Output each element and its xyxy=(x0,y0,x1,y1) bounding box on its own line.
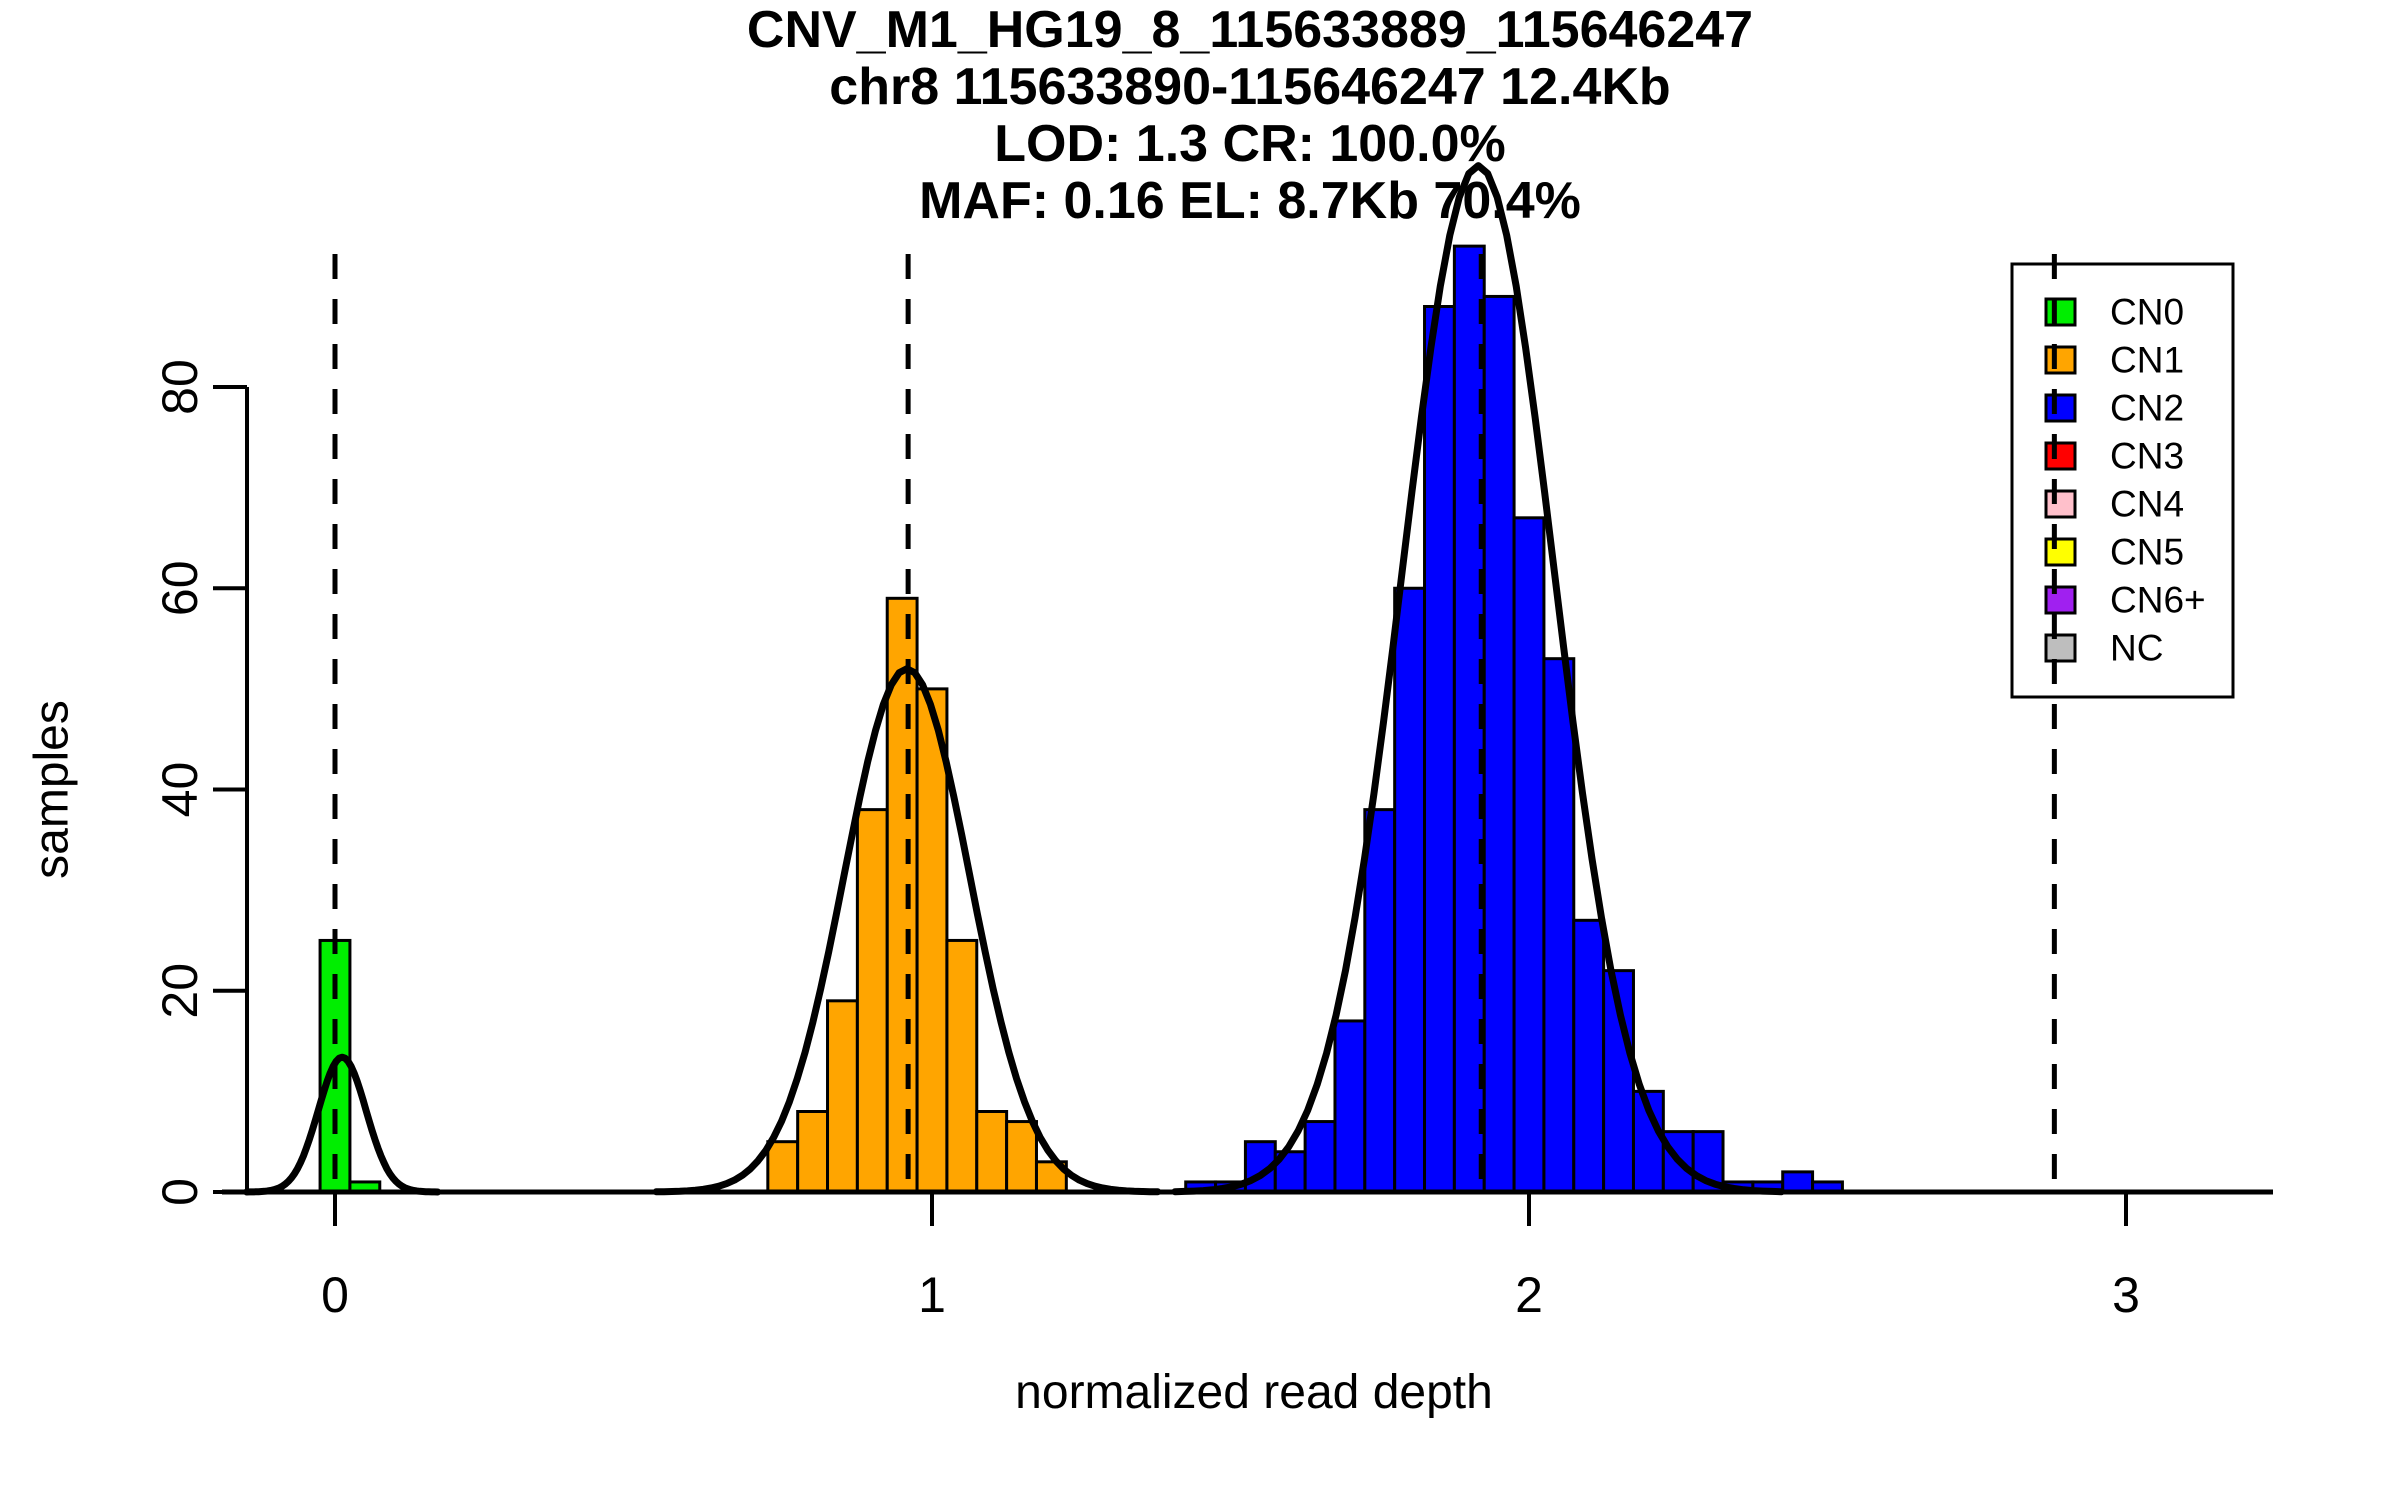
hist-bar-cn2-11 xyxy=(1512,516,1546,1194)
legend-label-cn3: CN3 xyxy=(2110,436,2184,477)
legend-label-cn0: CN0 xyxy=(2110,292,2184,333)
legend-swatch-nc xyxy=(2044,633,2077,663)
chart-title-block: CNV_M1_HG19_8_115633889_115646247 chr8 1… xyxy=(100,2,2400,230)
hist-bar-cn2-6 xyxy=(1363,808,1397,1194)
hist-bar-cn2-10 xyxy=(1482,294,1516,1194)
hist-bar-cn2-7 xyxy=(1393,586,1427,1194)
legend-swatch-cn0 xyxy=(2044,297,2077,327)
y-tick-label-80: 80 xyxy=(152,359,208,415)
hist-bar-cn1-5 xyxy=(915,687,949,1194)
y-tick-label-20: 20 xyxy=(152,963,208,1019)
legend-label-nc: NC xyxy=(2110,628,2163,669)
y-tick-label-0: 0 xyxy=(152,1178,208,1206)
x-axis-title: normalized read depth xyxy=(1015,1366,1493,1419)
legend-box xyxy=(2010,262,2235,699)
hist-bar-cn2-5 xyxy=(1333,1019,1367,1194)
legend-swatch-cn6plus xyxy=(2044,585,2077,615)
legend-swatch-cn2 xyxy=(2044,393,2077,423)
x-tick-label-2: 2 xyxy=(1515,1267,1543,1323)
hist-bar-cn2-8 xyxy=(1423,305,1456,1194)
legend-swatch-cn5 xyxy=(2044,537,2077,567)
hist-bar-cn2-12 xyxy=(1542,657,1576,1194)
legend-label-cn2: CN2 xyxy=(2110,388,2184,429)
hist-bar-cn2-14 xyxy=(1602,969,1635,1194)
y-tick-label-60: 60 xyxy=(152,560,208,616)
chart-title-line-2: chr8 115633890-115646247 12.4Kb xyxy=(829,58,1671,116)
hist-bar-cn1-1 xyxy=(796,1110,830,1194)
hist-bar-cn2-20 xyxy=(1781,1170,1815,1194)
y-tick-label-40: 40 xyxy=(152,762,208,818)
legend-swatch-cn1 xyxy=(2044,345,2077,375)
hist-bar-cn1-2 xyxy=(826,999,859,1194)
fit-curve-cn2 xyxy=(1171,162,1785,1196)
x-tick-label-0: 0 xyxy=(321,1267,349,1323)
fit-curve-cn0 xyxy=(243,1053,442,1196)
hist-bar-cn1-3 xyxy=(855,808,889,1194)
chart-title-line-1: CNV_M1_HG19_8_115633889_115646247 xyxy=(746,1,1754,59)
y-axis-title: samples xyxy=(26,700,79,879)
hist-bar-cn2-13 xyxy=(1572,918,1606,1194)
hist-bar-cn1-6 xyxy=(945,938,979,1194)
x-tick-label-3: 3 xyxy=(2112,1267,2140,1323)
hist-bar-cn2-4 xyxy=(1303,1120,1337,1194)
chart-title-line-3: LOD: 1.3 CR: 100.0% xyxy=(994,115,1506,173)
legend-label-cn1: CN1 xyxy=(2110,340,2184,381)
legend: CN0 CN1 CN2 CN3 CN4 CN5 CN6+ NC xyxy=(2010,262,2235,699)
hist-bar-cn1-7 xyxy=(975,1110,1009,1194)
hist-bar-cn1-0 xyxy=(766,1140,800,1194)
chart-title-line-4: MAF: 0.16 EL: 8.7Kb 70.4% xyxy=(919,172,1581,230)
hist-bar-cn1-8 xyxy=(1005,1120,1038,1194)
x-tick-label-1: 1 xyxy=(918,1267,946,1323)
legend-label-cn5: CN5 xyxy=(2110,532,2184,573)
legend-label-cn6plus: CN6+ xyxy=(2110,580,2206,621)
legend-label-cn4: CN4 xyxy=(2110,484,2184,525)
legend-swatch-cn4 xyxy=(2044,489,2077,519)
legend-swatch-cn3 xyxy=(2044,441,2077,471)
